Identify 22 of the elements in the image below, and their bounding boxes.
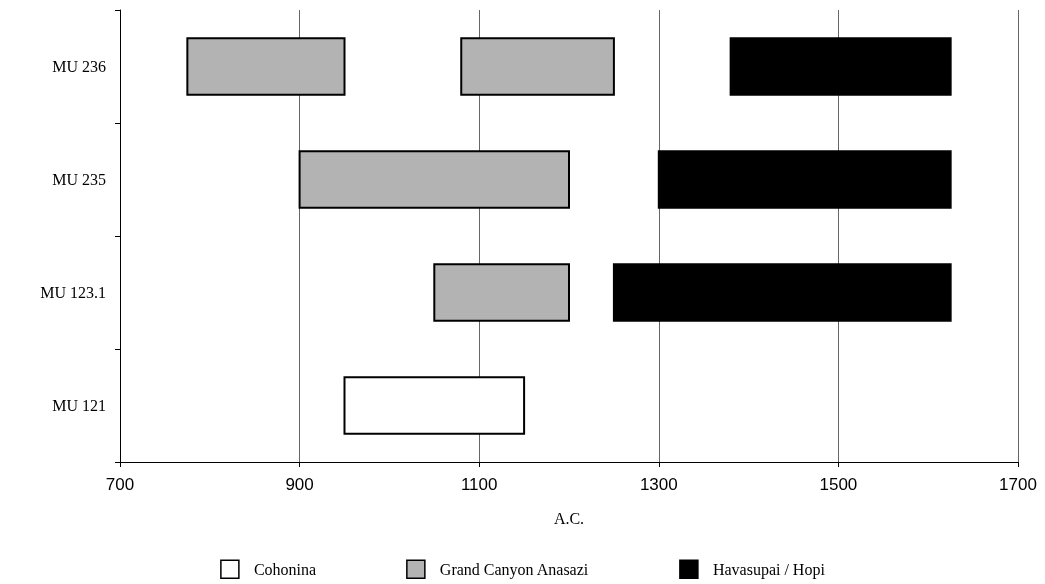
bar bbox=[612, 263, 952, 322]
x-tick-label: 1300 bbox=[639, 475, 678, 494]
y-tick-label: MU 236 bbox=[52, 58, 106, 75]
bar bbox=[657, 150, 952, 209]
x-tick-label: 1700 bbox=[999, 475, 1037, 494]
x-tick-label: 700 bbox=[105, 475, 135, 494]
bar bbox=[729, 37, 952, 96]
bar bbox=[433, 263, 570, 322]
bar bbox=[343, 376, 526, 435]
bar bbox=[186, 37, 346, 96]
x-axis-title: A.C. bbox=[553, 509, 585, 527]
legend-label: Grand Canyon Anasazi bbox=[439, 560, 589, 579]
x-tick-label: 900 bbox=[285, 475, 314, 494]
y-tick-label: MU 235 bbox=[52, 171, 106, 188]
bar bbox=[298, 150, 570, 209]
legend-label: Cohonina bbox=[253, 560, 317, 578]
x-tick-label: 1500 bbox=[819, 475, 858, 494]
x-tick-label: 1100 bbox=[460, 475, 498, 494]
legend-label: Havasupai / Hopi bbox=[712, 560, 826, 579]
bar bbox=[460, 37, 615, 96]
y-tick-label: MU 123.1 bbox=[40, 284, 106, 301]
y-tick-label: MU 121 bbox=[52, 397, 106, 414]
